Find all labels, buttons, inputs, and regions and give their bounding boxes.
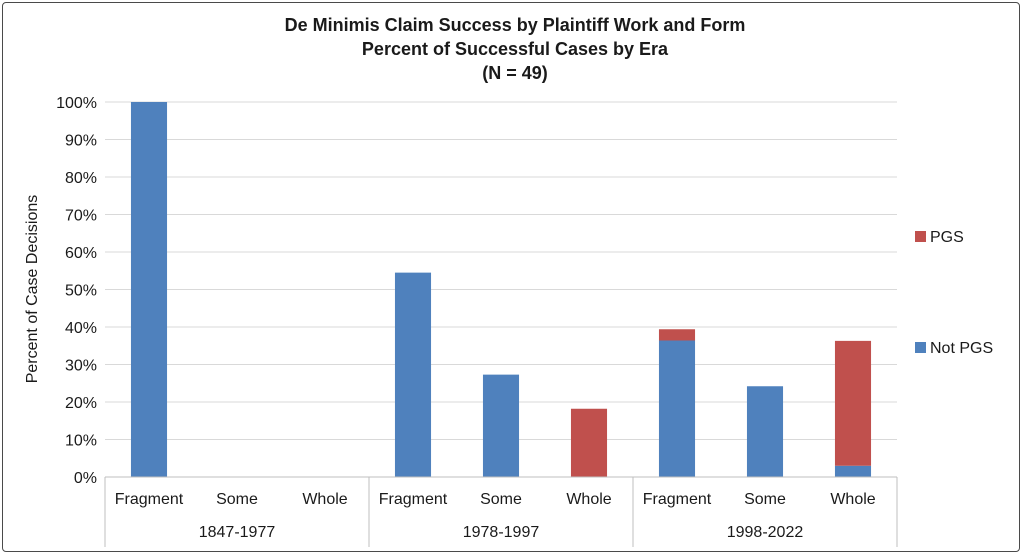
chart-title: De Minimis Claim Success by Plaintiff Wo… — [285, 15, 746, 83]
x-category-label: Whole — [566, 491, 611, 508]
bar-not-pgs — [834, 465, 872, 477]
y-tick-label: 60% — [65, 245, 97, 262]
bars — [130, 102, 872, 477]
x-group-label: 1998-2022 — [727, 524, 804, 541]
chart-title-line-2: Percent of Successful Cases by Era — [362, 39, 669, 59]
y-tick-label: 30% — [65, 358, 97, 375]
x-category-label: Some — [480, 491, 522, 508]
y-tick-label: 70% — [65, 208, 97, 225]
legend-label: Not PGS — [930, 340, 993, 357]
y-tick-label: 0% — [74, 470, 97, 487]
legend-swatch — [915, 342, 926, 353]
x-category-label: Whole — [302, 491, 347, 508]
bar-not-pgs — [130, 102, 168, 477]
x-axis: Fragment Some Whole 1847-1977 Fragment Some Wh… — [104, 476, 898, 547]
bar-not-pgs — [746, 386, 784, 477]
bar-pgs — [834, 340, 872, 466]
y-tick-label: 100% — [56, 95, 97, 112]
chart-title-line-1: De Minimis Claim Success by Plaintiff Wo… — [285, 15, 746, 35]
bar-not-pgs — [658, 340, 696, 477]
y-tick-label: 80% — [65, 170, 97, 187]
bar-pgs — [658, 329, 696, 341]
y-axis-ticks: 0% 10% 20% 30% 40% 50% 60% 70% 80% 90% 100% — [56, 95, 97, 487]
x-category-label: Some — [744, 491, 786, 508]
bar-not-pgs — [394, 272, 432, 477]
chart-title-line-3: (N = 49) — [482, 63, 548, 83]
y-tick-label: 20% — [65, 395, 97, 412]
legend-label: PGS — [930, 229, 964, 246]
y-tick-label: 40% — [65, 320, 97, 337]
x-category-label: Fragment — [379, 491, 448, 508]
bar-pgs — [570, 408, 608, 477]
y-axis-label: Percent of Case Decisions — [24, 195, 41, 384]
legend-swatch — [915, 231, 926, 242]
y-tick-label: 90% — [65, 133, 97, 150]
x-category-label: Fragment — [115, 491, 184, 508]
x-group-label: 1847-1977 — [199, 524, 276, 541]
x-category-label: Fragment — [643, 491, 712, 508]
x-category-label: Some — [216, 491, 258, 508]
legend: PGS Not PGS — [915, 229, 993, 357]
x-category-label: Whole — [830, 491, 875, 508]
y-tick-label: 10% — [65, 433, 97, 450]
bar-not-pgs — [482, 374, 520, 477]
x-group-label: 1978-1997 — [463, 524, 540, 541]
y-tick-label: 50% — [65, 283, 97, 300]
